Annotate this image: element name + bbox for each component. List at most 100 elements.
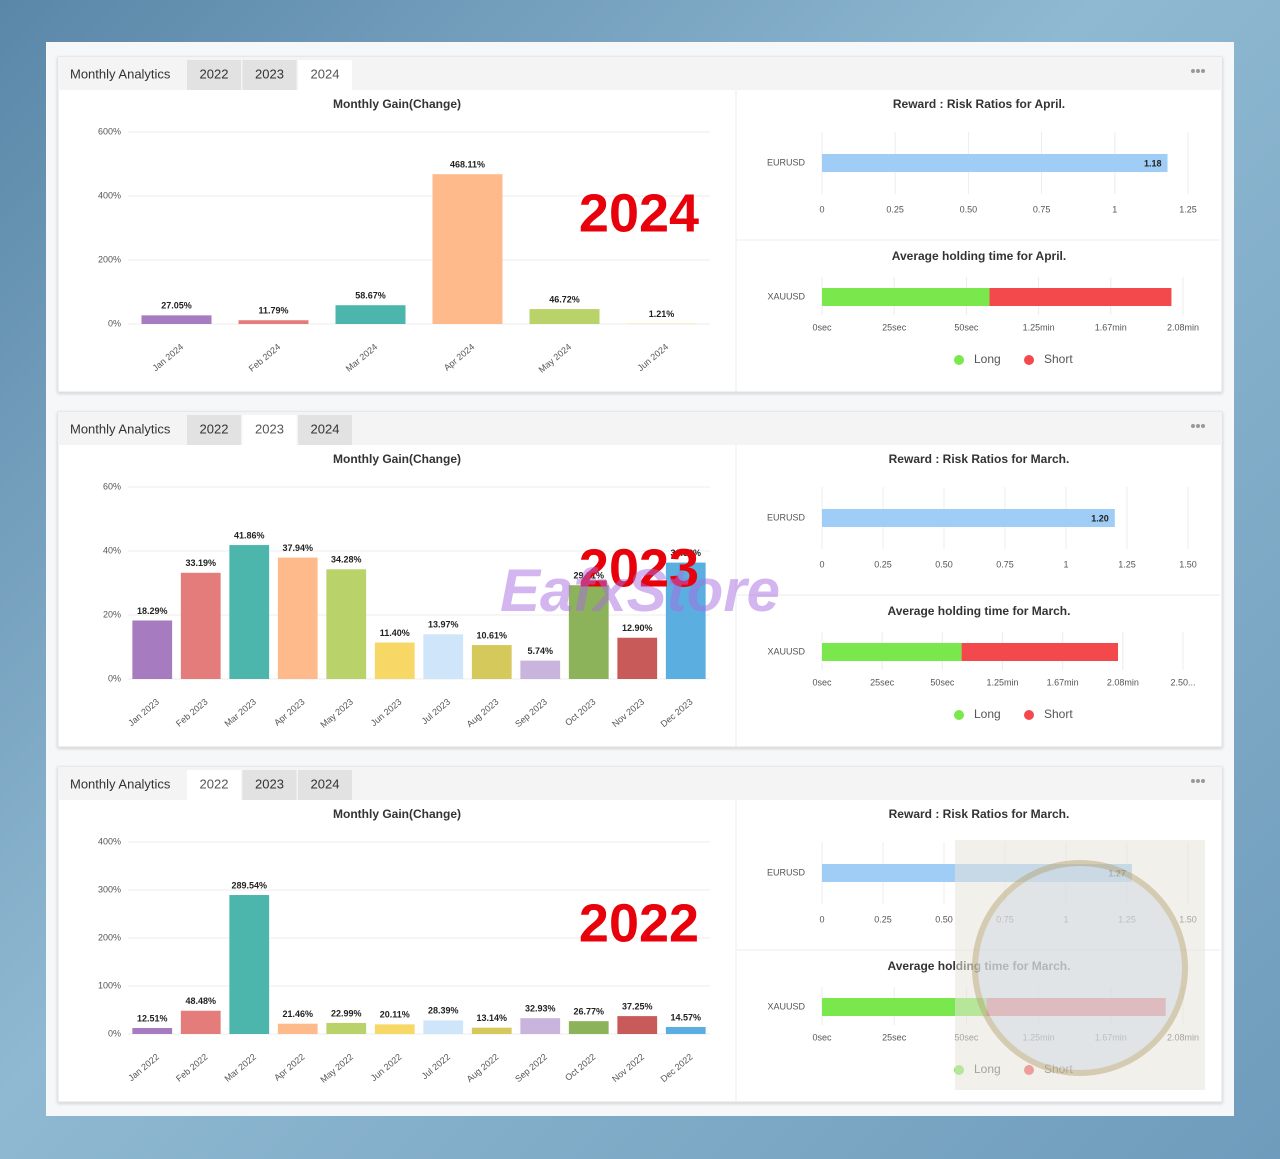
tab[interactable] — [242, 60, 297, 90]
data-label: 58.67% — [355, 291, 386, 301]
tab-label[interactable]: 2023 — [255, 66, 284, 81]
tab-label[interactable]: 2024 — [311, 421, 340, 436]
x-tick-label: 25sec — [870, 677, 895, 687]
bar — [326, 1022, 367, 1034]
legend-swatch — [954, 710, 964, 720]
x-tick-label: 0 — [819, 559, 824, 569]
data-label: 13.97% — [428, 620, 459, 630]
x-tick-label: 1.25min — [1023, 322, 1055, 332]
legend-label: Short — [1044, 352, 1073, 366]
x-tick-label: 0.50 — [960, 204, 978, 214]
menu-dot[interactable] — [1191, 424, 1195, 428]
legend-swatch — [1024, 355, 1034, 365]
data-label: 11.79% — [258, 306, 288, 316]
chart-title: Reward : Risk Ratios for April. — [893, 97, 1065, 111]
x-tick-label: 2.50... — [1170, 677, 1195, 687]
menu-dot[interactable] — [1191, 69, 1195, 73]
year-stamp: 2024 — [579, 183, 699, 243]
menu-dot[interactable] — [1196, 69, 1200, 73]
x-tick-label: 1.50 — [1179, 559, 1197, 569]
menu-dot[interactable] — [1201, 424, 1205, 428]
x-tick-label: 0.50 — [935, 914, 953, 924]
tab-label[interactable]: 2022 — [200, 421, 229, 436]
data-label: 41.86% — [234, 530, 265, 540]
bar — [568, 1021, 609, 1034]
bar — [180, 1010, 221, 1034]
category-label: EURUSD — [767, 512, 806, 522]
tab[interactable] — [187, 770, 241, 800]
x-tick-label: 0.25 — [886, 204, 904, 214]
x-tick-label: 1 — [1112, 204, 1117, 214]
tab[interactable] — [298, 60, 352, 90]
bar — [520, 1018, 561, 1034]
y-tick-label: 200% — [98, 932, 121, 942]
tab-label[interactable]: 2022 — [200, 66, 229, 81]
bar — [520, 660, 561, 679]
data-label: 1.18 — [1144, 158, 1162, 168]
data-label: 37.25% — [622, 1001, 653, 1011]
tab-label[interactable]: 2022 — [200, 776, 229, 791]
x-tick-label: 0sec — [812, 677, 832, 687]
tab-label[interactable]: 2023 — [255, 421, 284, 436]
category-label: EURUSD — [767, 157, 806, 167]
bar — [141, 315, 212, 324]
bar — [180, 572, 221, 679]
vip-coin — [972, 860, 1188, 1076]
tab[interactable] — [242, 415, 297, 445]
data-label: 29.31% — [573, 571, 604, 581]
bar — [277, 1023, 318, 1034]
tab[interactable] — [187, 415, 241, 445]
data-label: 28.39% — [428, 1006, 459, 1016]
menu-dot[interactable] — [1196, 424, 1200, 428]
x-tick-label: 0sec — [812, 1032, 832, 1042]
y-tick-label: 60% — [103, 481, 121, 491]
data-label: 1.21% — [649, 309, 675, 319]
y-tick-label: 20% — [103, 609, 121, 619]
chart-title: Average holding time for April. — [892, 249, 1066, 263]
x-tick-label: 1.25min — [986, 677, 1018, 687]
menu-dot[interactable] — [1201, 779, 1205, 783]
menu-dot[interactable] — [1201, 69, 1205, 73]
bar-segment — [822, 998, 987, 1016]
bar — [568, 585, 609, 679]
panel-title: Monthly Analytics — [70, 776, 171, 791]
bar-segment — [822, 643, 962, 661]
data-label: 14.57% — [670, 1012, 701, 1022]
legend-swatch — [954, 355, 964, 365]
bar — [423, 1020, 464, 1034]
chart-title: Reward : Risk Ratios for March. — [889, 807, 1070, 821]
data-label: 20.11% — [380, 1010, 410, 1020]
bar — [822, 154, 1168, 172]
x-tick-label: 2.08min — [1167, 322, 1199, 332]
data-label: 26.77% — [573, 1007, 604, 1017]
tab[interactable] — [298, 770, 352, 800]
category-label: EURUSD — [767, 867, 806, 877]
menu-dot[interactable] — [1191, 779, 1195, 783]
bar — [665, 562, 706, 679]
bar — [229, 895, 270, 1034]
tab-label[interactable]: 2023 — [255, 776, 284, 791]
bar — [822, 509, 1115, 527]
data-label: 48.48% — [185, 996, 216, 1006]
data-label: 468.11% — [450, 160, 485, 170]
tab-label[interactable]: 2024 — [311, 776, 340, 791]
data-label: 18.29% — [137, 606, 168, 616]
data-label: 36.38% — [670, 548, 701, 558]
menu-dot[interactable] — [1196, 779, 1200, 783]
x-tick-label: 0.50 — [935, 559, 953, 569]
data-label: 34.28% — [331, 555, 362, 565]
bar — [423, 634, 464, 679]
tab-label[interactable]: 2024 — [311, 66, 340, 81]
data-label: 22.99% — [331, 1008, 362, 1018]
data-label: 1.20 — [1091, 513, 1109, 523]
bar — [617, 1016, 658, 1034]
chart-title: Monthly Gain(Change) — [333, 452, 461, 466]
category-label: XAUUSD — [767, 646, 805, 656]
tab[interactable] — [298, 415, 352, 445]
bar-segment — [822, 288, 990, 306]
chart-title: Average holding time for March. — [888, 604, 1071, 618]
tab[interactable] — [242, 770, 297, 800]
tab[interactable] — [187, 60, 241, 90]
